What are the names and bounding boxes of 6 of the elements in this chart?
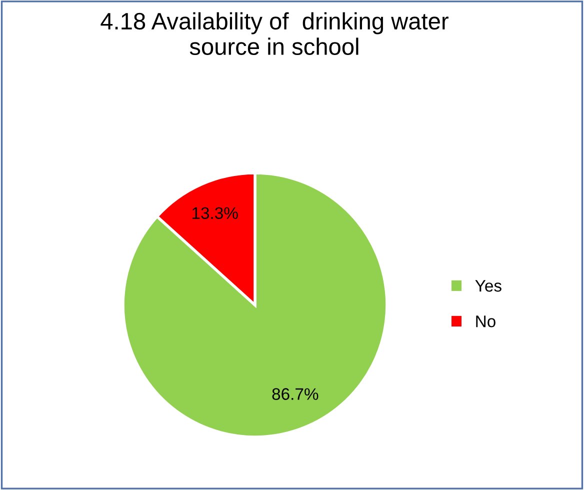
legend-label: No [476,316,496,328]
pie-slice [122,172,388,438]
data-label: 13.3% [192,207,238,219]
data-label: 86.7% [272,388,318,400]
legend-label: Yes [475,280,502,292]
chart-title: 4.18 Availability of drinking water source in school [100,12,448,56]
